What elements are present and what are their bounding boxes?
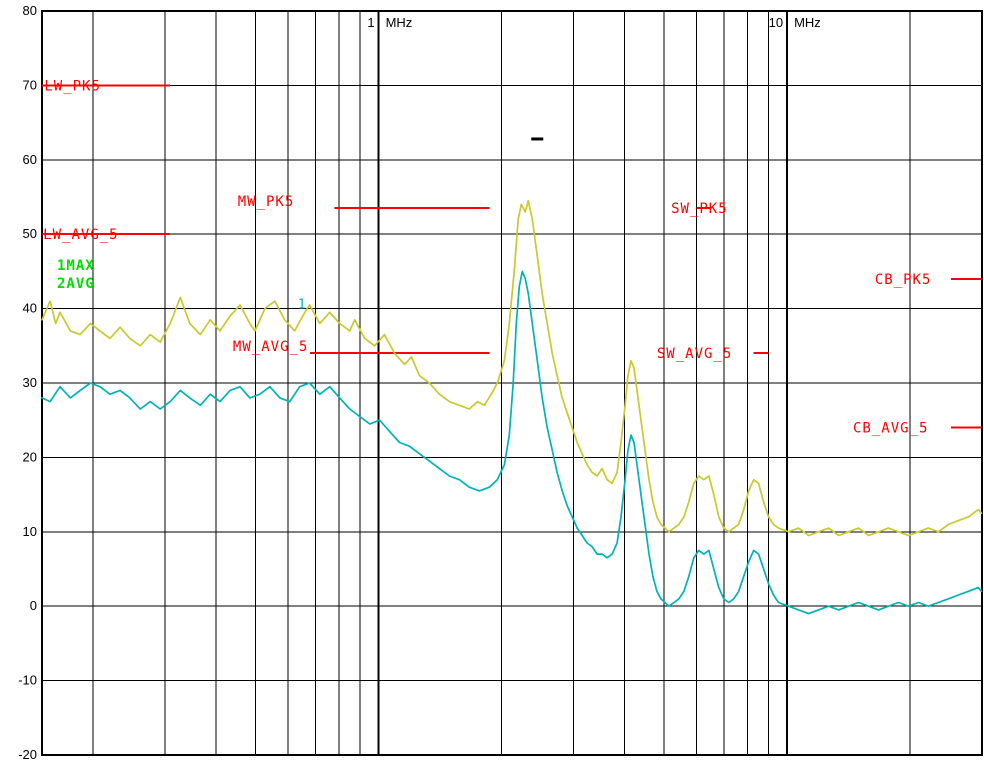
limit-label-CB_PK5: CB_PK5 xyxy=(875,272,932,288)
y-tick-label: 70 xyxy=(23,77,37,92)
marker-dash xyxy=(531,137,544,141)
limit-label-SW_AVG_5: SW_AVG_5 xyxy=(657,346,732,362)
limit-label-SW_PK5: SW_PK5 xyxy=(671,201,728,217)
y-tick-label: -10 xyxy=(18,673,37,688)
y-tick-label: 40 xyxy=(23,301,37,316)
y-tick-label: 50 xyxy=(23,226,37,241)
y-tick-label: 30 xyxy=(23,375,37,390)
x-tick-unit: MHz xyxy=(794,15,821,30)
limit-label-CB_AVG_5: CB_AVG_5 xyxy=(853,421,928,437)
y-tick-label: 20 xyxy=(23,449,37,464)
legend-item-1MAX: 1MAX xyxy=(57,258,95,274)
x-tick-unit: MHz xyxy=(386,15,413,30)
y-tick-label: -20 xyxy=(18,747,37,762)
limit-label-LW_PK5: LW_PK5 xyxy=(44,78,101,94)
y-tick-label: 10 xyxy=(23,524,37,539)
limit-label-MW_PK5: MW_PK5 xyxy=(238,194,295,210)
marker-label-1: 1 xyxy=(298,298,306,313)
y-tick-label: 0 xyxy=(30,598,37,613)
trace-1MAX xyxy=(41,199,983,537)
y-tick-label: 80 xyxy=(23,3,37,18)
trace-2AVG xyxy=(41,270,983,615)
limit-label-LW_AVG_5: LW_AVG_5 xyxy=(43,227,118,243)
plot-border xyxy=(41,10,983,756)
x-tick-value: 10 xyxy=(769,15,783,30)
x-tick-value: 1 xyxy=(367,15,374,30)
legend-item-2AVG: 2AVG xyxy=(57,276,95,292)
limit-label-MW_AVG_5: MW_AVG_5 xyxy=(233,339,308,355)
y-tick-label: 60 xyxy=(23,152,37,167)
